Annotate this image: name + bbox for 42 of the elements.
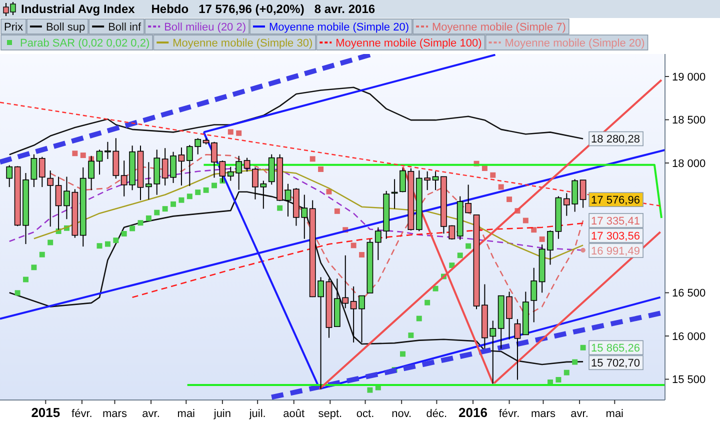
x-tick-label: avr. — [142, 408, 160, 420]
x-tick-label: mars — [102, 408, 128, 420]
legend-label: Moyenne mobile (Simple 100) — [336, 38, 482, 50]
y-tick-label: 18 000 — [672, 158, 706, 170]
x-tick-label: févr. — [498, 408, 520, 420]
legend-label: Parab SAR (0,02 0,02 0,2) — [20, 38, 150, 50]
text: Prix — [4, 22, 24, 34]
x-tick-label: 2015 — [31, 405, 60, 420]
data-label: 15 865,26 — [591, 342, 640, 354]
x-tick-label: juin — [212, 408, 232, 420]
legend-label: Moyenne mobile (Simple 7) — [432, 22, 566, 34]
text: 17 576,96 — [591, 194, 640, 206]
legend-label: Boll milieu (20 2) — [164, 22, 246, 34]
y-tick-label: 19 000 — [672, 71, 706, 84]
y-tick-label: 15 500 — [672, 374, 706, 386]
legend-label: Boll sup — [46, 22, 86, 34]
x-tick-label: déc. — [426, 408, 448, 420]
data-label: 17 335,41 — [591, 215, 640, 228]
chart-subtitle: Hebdo 17 576,96 (+0,20%) 8 avr. 2016 — [151, 2, 376, 16]
data-label: 17 303,56 — [591, 230, 640, 242]
x-tick-label: mai — [606, 408, 624, 420]
y-tick-label: 16 000 — [672, 330, 706, 343]
x-tick-label: nov. — [392, 408, 412, 420]
data-label: 16 991,49 — [591, 245, 640, 258]
x-tick-label: juil. — [248, 408, 266, 420]
data-label: 18 280,28 — [591, 134, 640, 146]
x-tick-label: mars — [531, 408, 556, 420]
x-tick-label: août — [283, 408, 305, 420]
y-tick-label: 16 500 — [672, 288, 706, 300]
data-label: 15 702,70 — [591, 357, 640, 370]
legend-label: Moyenne mobile (Simple 30) — [172, 38, 313, 50]
x-tick-label: mai — [177, 408, 196, 420]
x-tick-label: sept. — [318, 408, 342, 420]
x-tick-label: 2016 — [458, 405, 488, 420]
chart-title: Industrial Avg Index — [21, 2, 136, 16]
x-tick-label: avr. — [570, 408, 588, 420]
legend-label: Boll inf — [108, 22, 142, 34]
y-tick-label: 18 500 — [672, 114, 706, 127]
legend-label: Moyenne mobile (Simple 20) — [504, 38, 645, 50]
legend-label: Moyenne mobile (Simple 20) — [269, 22, 410, 34]
x-tick-label: févr. — [72, 408, 92, 420]
x-tick-label: oct. — [356, 408, 374, 420]
